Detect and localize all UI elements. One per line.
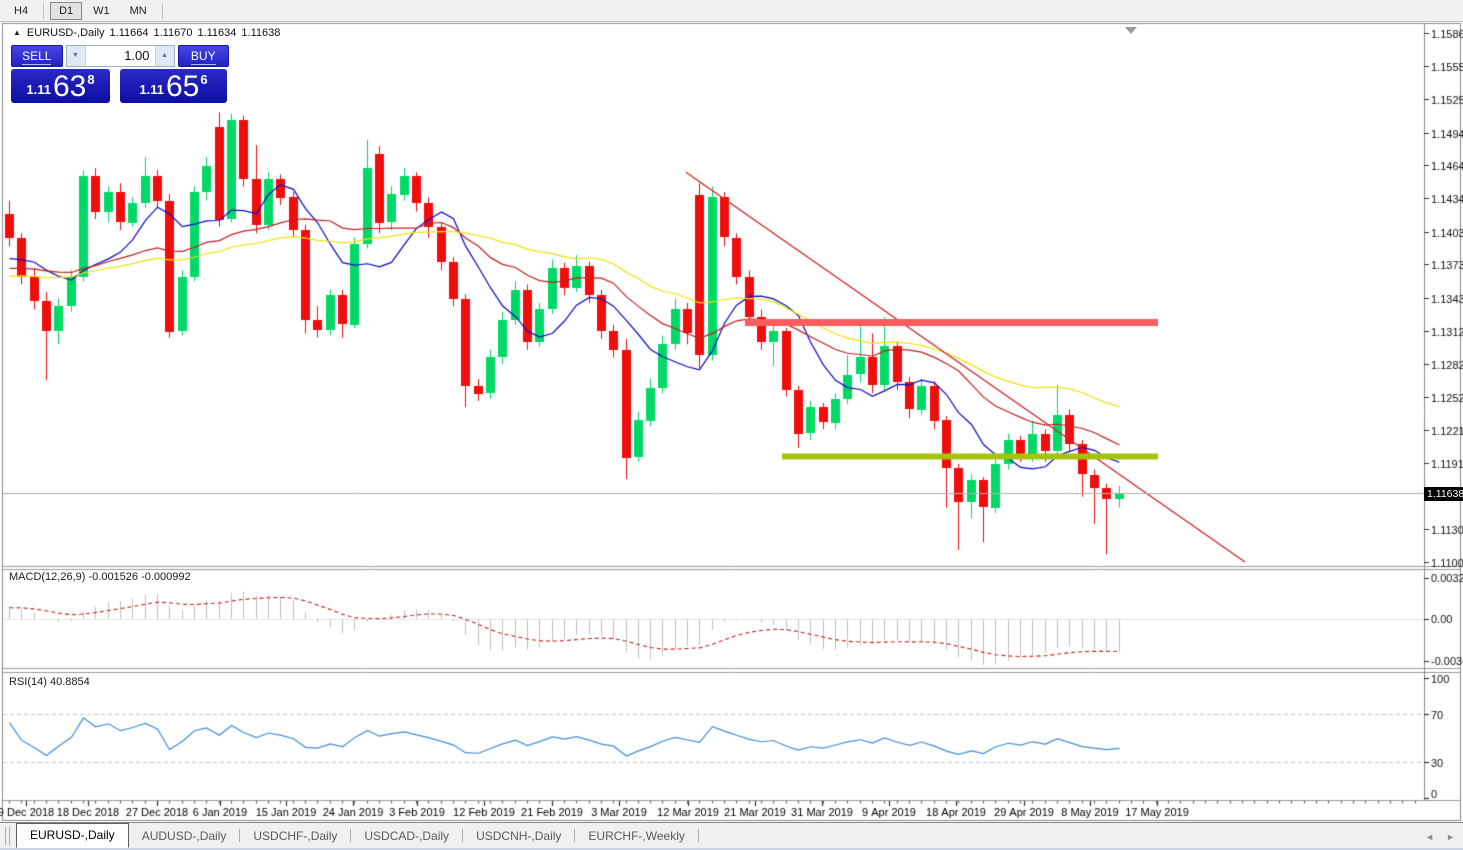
chevron-up-icon: ▲ [161, 52, 168, 59]
bid-price-panel: 1.11 63 8 [11, 69, 110, 103]
bid-pip-digit: 8 [87, 72, 95, 87]
one-click-trading-widget: SELL ▼ 1.00 ▲ BUY 1.11 63 8 1.11 65 6 [11, 45, 229, 103]
volume-increase-button[interactable]: ▲ [154, 46, 174, 66]
tab-scroll-left-button[interactable]: ◄ [1425, 832, 1435, 842]
macd-name: MACD(12,26,9) [9, 571, 86, 583]
rsi-indicator-label: RSI(14) 40.8854 [9, 676, 90, 688]
volume-input[interactable]: 1.00 [85, 46, 155, 66]
tab-eurchf-weekly[interactable]: EURCHF-,Weekly [588, 829, 685, 843]
volume-stepper: ▼ 1.00 ▲ [65, 45, 175, 67]
volume-decrease-button[interactable]: ▼ [66, 46, 86, 66]
ohlc-high: 1.11670 [153, 26, 193, 39]
chevron-down-icon: ▼ [72, 52, 79, 59]
ask-pip-digit: 6 [200, 72, 208, 87]
tabbar-grip [5, 827, 10, 845]
tab-audusd-daily[interactable]: AUDUSD-,Daily [141, 829, 227, 843]
bid-base: 1.11 [26, 82, 51, 97]
ask-big-digits: 65 [165, 70, 200, 103]
status-strip [0, 848, 1463, 850]
rsi-value: 40.8854 [49, 676, 90, 688]
chart-shift-marker[interactable] [1125, 27, 1137, 34]
ask-price-panel: 1.11 65 6 [120, 69, 227, 103]
chart-tab-bar: EURUSD-,Daily AUDUSD-,Daily USDCHF-,Dail… [0, 822, 1463, 848]
buy-button-label: BUY [190, 49, 216, 65]
ohlc-close: 1.11638 [241, 26, 281, 39]
tab-separator [239, 829, 241, 842]
tab-usdcnh-daily[interactable]: USDCNH-,Daily [476, 829, 562, 843]
buy-button[interactable]: BUY [177, 45, 229, 67]
current-price-badge: 1.11638 [1424, 486, 1463, 501]
tab-separator [350, 829, 352, 842]
chart-title: ▲ EURUSD-,Daily 1.11664 1.11670 1.11634 … [13, 26, 285, 39]
macd-indicator-label: MACD(12,26,9) -0.001526 -0.000992 [9, 571, 191, 583]
tab-eurusd-daily[interactable]: EURUSD-,Daily [16, 823, 129, 848]
ohlc-low: 1.11634 [197, 26, 237, 39]
ask-base: 1.11 [139, 82, 164, 97]
tab-separator [574, 829, 576, 842]
bid-big-digits: 63 [52, 70, 87, 103]
macd-values: -0.001526 -0.000992 [88, 571, 191, 583]
tab-usdchf-daily[interactable]: USDCHF-,Daily [253, 829, 338, 843]
rsi-name: RSI(14) [9, 676, 47, 688]
tab-separator [462, 829, 464, 842]
tab-usdcad-daily[interactable]: USDCAD-,Daily [364, 829, 450, 843]
collapse-triangle-icon[interactable]: ▲ [13, 28, 21, 37]
sell-button[interactable]: SELL [11, 45, 63, 67]
sell-button-label: SELL [22, 49, 52, 65]
tab-scroll-nav: ◄ ► [1425, 832, 1455, 842]
symbol-label: EURUSD-,Daily [26, 26, 105, 39]
tab-separator [697, 829, 699, 842]
ohlc-open: 1.11664 [109, 26, 149, 39]
tab-scroll-right-button[interactable]: ► [1446, 832, 1455, 842]
